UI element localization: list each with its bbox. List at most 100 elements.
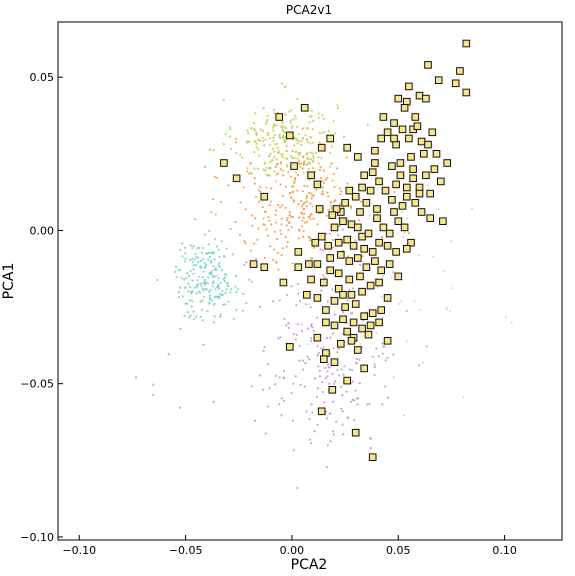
cluster-4-point <box>377 286 380 289</box>
cluster-3-point <box>336 351 339 354</box>
cluster-3-point <box>303 385 306 388</box>
cluster-2-point <box>178 296 181 299</box>
cluster-1-point <box>274 165 278 168</box>
highlight-point <box>390 134 398 143</box>
highlight-point <box>398 125 407 134</box>
cluster-2-point <box>203 280 206 283</box>
cluster-3-point <box>305 410 308 413</box>
cluster-3-point <box>312 329 315 332</box>
cluster-2-point <box>229 227 232 231</box>
cluster-2-point <box>188 285 191 289</box>
cluster-0-point <box>274 143 277 146</box>
cluster-2-point <box>217 248 220 251</box>
cluster-2-point <box>221 289 224 292</box>
cluster-1-point <box>326 177 329 180</box>
cluster-4-point <box>403 231 406 234</box>
cluster-1-point <box>327 195 330 198</box>
cluster-2-point <box>191 290 194 293</box>
cluster-0-point <box>281 82 284 85</box>
cluster-0-point <box>277 150 280 153</box>
cluster-0-point <box>327 129 330 133</box>
highlight-point <box>417 137 426 146</box>
cluster-3-point <box>325 466 328 469</box>
cluster-2-point <box>198 291 202 294</box>
cluster-3-point <box>325 417 329 420</box>
cluster-3-point <box>283 317 286 320</box>
cluster-1-point <box>321 186 324 189</box>
cluster-1-point <box>269 187 273 190</box>
cluster-2-point <box>220 268 223 272</box>
cluster-0-point <box>315 151 318 154</box>
cluster-1-point <box>322 274 325 277</box>
cluster-3-point <box>287 326 290 330</box>
cluster-1-point <box>312 217 315 220</box>
highlight-point <box>420 150 428 158</box>
highlight-point <box>360 171 368 180</box>
cluster-3-point <box>321 381 324 384</box>
cluster-1-point <box>346 218 349 221</box>
highlight-point <box>294 263 303 271</box>
cluster-3-point <box>358 358 361 361</box>
cluster-1-point <box>234 220 237 224</box>
cluster-1-point <box>252 242 256 245</box>
cluster-1-point <box>300 225 304 228</box>
cluster-2-point <box>229 291 232 294</box>
cluster-0-point <box>317 112 320 115</box>
cluster-1-point <box>248 140 251 143</box>
cluster-0-point <box>257 138 260 141</box>
cluster-3-point <box>313 430 316 433</box>
cluster-3-point <box>285 245 288 248</box>
cluster-3-point <box>313 377 317 380</box>
highlight-point <box>405 82 413 91</box>
cluster-3-point <box>287 322 290 325</box>
cluster-3-point <box>332 332 335 335</box>
cluster-0-point <box>228 126 231 129</box>
cluster-1-point <box>308 239 311 242</box>
x-tick-label: −0.05 <box>169 544 203 557</box>
cluster-1-point <box>248 172 251 175</box>
cluster-0-point <box>273 156 276 159</box>
highlight-point <box>432 150 441 158</box>
cluster-1-point <box>257 227 260 230</box>
cluster-1-point <box>279 229 282 232</box>
cluster-2-point <box>235 291 238 294</box>
cluster-0-point <box>235 152 238 155</box>
cluster-1-point <box>242 186 245 189</box>
cluster-0-point <box>328 165 331 168</box>
highlight-point <box>403 183 411 192</box>
cluster-1-point <box>320 176 323 180</box>
cluster-0-point <box>230 147 233 150</box>
cluster-4-point <box>505 316 508 319</box>
highlight-point <box>360 312 368 320</box>
cluster-3-point <box>349 312 353 315</box>
cluster-0-point <box>239 153 242 156</box>
cluster-0-point <box>276 146 279 149</box>
cluster-2-point <box>227 300 230 303</box>
cluster-1-point <box>302 162 305 165</box>
cluster-0-point <box>296 125 299 128</box>
cluster-1-point <box>296 189 299 192</box>
cluster-2-point <box>222 255 225 258</box>
cluster-3-point <box>348 368 352 371</box>
cluster-3-point <box>345 390 348 393</box>
cluster-2-point <box>184 286 187 289</box>
cluster-1-point <box>354 239 357 242</box>
cluster-3-point <box>280 414 283 417</box>
cluster-0-point <box>331 179 334 182</box>
cluster-3-point <box>354 362 357 365</box>
cluster-2-point <box>201 319 204 322</box>
cluster-3-point <box>306 355 309 358</box>
highlight-point <box>317 407 326 416</box>
cluster-3-point <box>351 287 354 290</box>
cluster-2-point <box>213 275 216 279</box>
axes-frame <box>57 21 563 541</box>
cluster-1-point <box>285 219 289 222</box>
cluster-0-point <box>265 166 268 169</box>
cluster-2-point <box>213 302 216 305</box>
cluster-1-point <box>340 190 343 193</box>
highlight-point <box>366 186 375 195</box>
cluster-2-point <box>193 258 196 261</box>
cluster-4-point <box>300 323 303 326</box>
cluster-0-point <box>296 139 299 142</box>
cluster-1-point <box>302 155 305 158</box>
